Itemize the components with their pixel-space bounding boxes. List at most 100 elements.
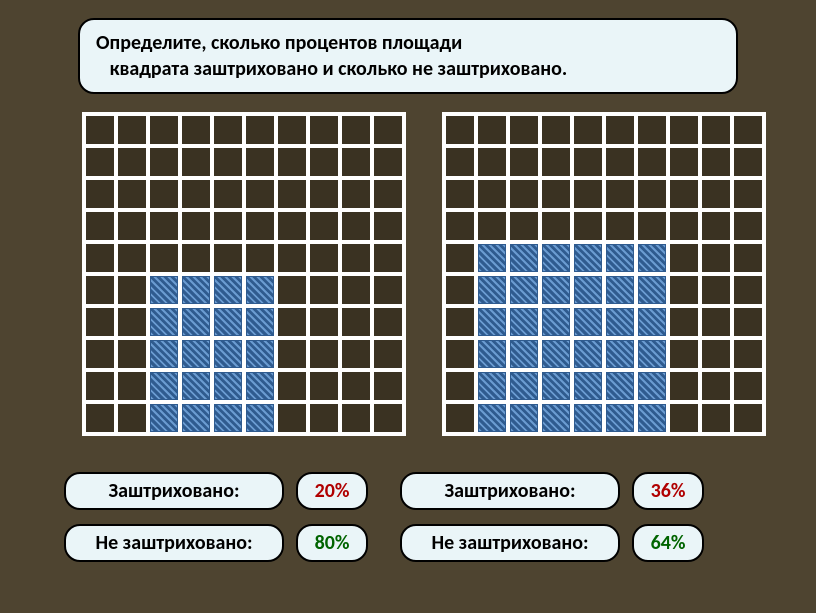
grid-cell (542, 308, 570, 336)
grid-cell (118, 372, 146, 400)
grid-cell (542, 340, 570, 368)
grid-cell (342, 404, 370, 432)
grid-cell (278, 116, 306, 144)
grid-cell (574, 340, 602, 368)
grid-cell (278, 212, 306, 240)
grid-cell (446, 340, 474, 368)
grid-cell (638, 340, 666, 368)
grid-cell (342, 244, 370, 272)
grid-cell (342, 308, 370, 336)
grid-cell (446, 308, 474, 336)
grid-cell (246, 116, 274, 144)
grid-cell (246, 148, 274, 176)
grid-cell (214, 212, 242, 240)
grid-cell (542, 148, 570, 176)
grid-cell (214, 116, 242, 144)
grid-cell (606, 180, 634, 208)
grid-cell (86, 308, 114, 336)
grid-cell (246, 244, 274, 272)
grid-cell (278, 404, 306, 432)
grid-cell (310, 340, 338, 368)
grid-cell (342, 148, 370, 176)
grid-cell (374, 404, 402, 432)
grid-cell (310, 212, 338, 240)
grid-cell (638, 372, 666, 400)
grid-cell (606, 404, 634, 432)
grid-cell (638, 276, 666, 304)
grid-cell (702, 372, 730, 400)
answers-container: Заштриховано: 20% Не заштриховано: 80% З… (64, 472, 704, 562)
grid-cell (670, 180, 698, 208)
grid-cell (542, 244, 570, 272)
grid-cell (702, 180, 730, 208)
grid-cell (150, 308, 178, 336)
grid-cell (214, 372, 242, 400)
grid-cell (118, 212, 146, 240)
value-shaded-right: 36% (632, 472, 704, 510)
grid-cell (182, 276, 210, 304)
value-unshaded-right: 64% (632, 524, 704, 562)
grid-cell (574, 372, 602, 400)
grid-cell (702, 116, 730, 144)
grid-cell (86, 148, 114, 176)
grid-cell (638, 180, 666, 208)
grid-cell (214, 180, 242, 208)
grid-cell (734, 308, 762, 336)
grid-cell (734, 244, 762, 272)
value-unshaded-left: 80% (296, 524, 368, 562)
grid-cell (702, 308, 730, 336)
grid-cell (446, 244, 474, 272)
grid-cell (510, 404, 538, 432)
grid-cell (150, 244, 178, 272)
grid-cell (214, 340, 242, 368)
grid-cell (150, 116, 178, 144)
grid-cell (182, 244, 210, 272)
question-title: Определите, сколько процентов площади кв… (78, 18, 738, 94)
grid-cell (702, 212, 730, 240)
grid-cell (734, 180, 762, 208)
label-unshaded-left: Не заштриховано: (64, 524, 284, 562)
grid-cell (510, 372, 538, 400)
grid-cell (150, 212, 178, 240)
grid-cell (374, 116, 402, 144)
grid-cell (86, 244, 114, 272)
grid-cell (278, 180, 306, 208)
grid-cell (638, 148, 666, 176)
grid-cell (182, 372, 210, 400)
grid-cell (606, 212, 634, 240)
grid-cell (374, 212, 402, 240)
grid-cell (246, 372, 274, 400)
grid-cell (118, 244, 146, 272)
grid-cell (510, 276, 538, 304)
grid-cell (118, 116, 146, 144)
grid-cell (702, 404, 730, 432)
grid-cell (670, 212, 698, 240)
grid-cell (446, 372, 474, 400)
grid-cell (310, 308, 338, 336)
grid-cell (342, 340, 370, 368)
grid-cell (214, 308, 242, 336)
grid-cell (638, 212, 666, 240)
title-line-2: квадрата заштриховано и сколько не заштр… (110, 57, 568, 81)
grid-cell (278, 308, 306, 336)
grid-cell (574, 404, 602, 432)
grids-container (82, 112, 766, 436)
grid-cell (342, 180, 370, 208)
grid-cell (310, 276, 338, 304)
answer-row-left-shaded: Заштриховано: 20% (64, 472, 368, 510)
answers-left: Заштриховано: 20% Не заштриховано: 80% (64, 472, 368, 562)
grid-cell (670, 404, 698, 432)
grid-cell (86, 340, 114, 368)
grid-cell (510, 308, 538, 336)
grid-cell (542, 404, 570, 432)
grid-cell (670, 148, 698, 176)
grid-cell (542, 372, 570, 400)
grid-cell (606, 276, 634, 304)
grid-cell (342, 212, 370, 240)
grid-cell (246, 404, 274, 432)
grid-cell (374, 372, 402, 400)
grid-cell (374, 340, 402, 368)
grid-cell (86, 212, 114, 240)
grid-cell (86, 276, 114, 304)
grid-cell (310, 372, 338, 400)
